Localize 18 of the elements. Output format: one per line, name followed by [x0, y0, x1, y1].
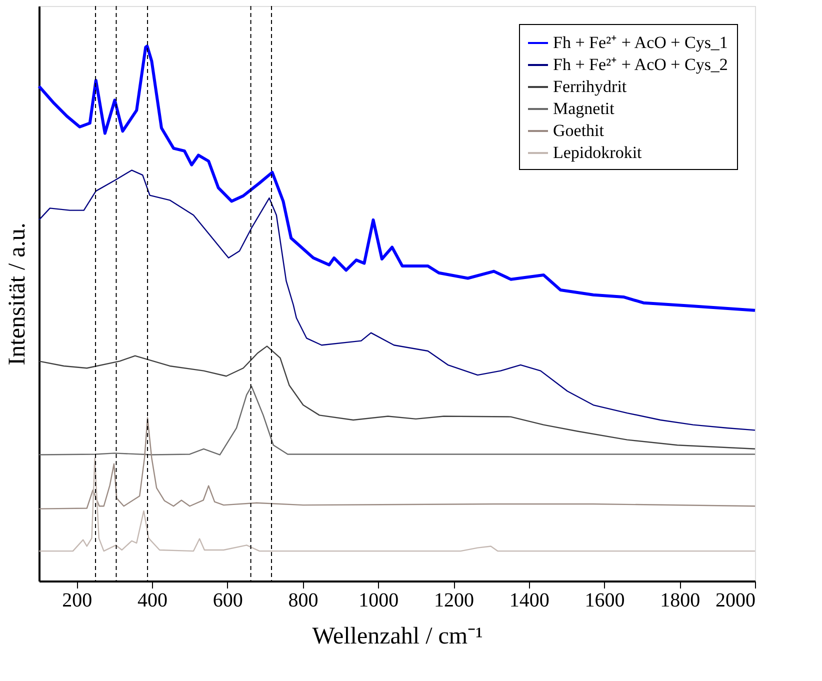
legend-label: Lepidokrokit: [553, 143, 642, 162]
legend-label: Fh + Fe²⁺ + AcO + Cys_2: [553, 55, 728, 74]
x-tick-label: 600: [212, 590, 243, 612]
legend-label: Fh + Fe²⁺ + AcO + Cys_1: [553, 33, 728, 52]
y-axis-title: Intensität / a.u.: [4, 222, 30, 366]
x-tick-label: 2000: [716, 590, 756, 612]
legend-label: Magnetit: [553, 99, 615, 118]
x-tick-label: 1200: [434, 590, 474, 612]
x-tick-label: 1600: [584, 590, 625, 612]
x-axis-title: Wellenzahl / cm⁻¹: [312, 624, 483, 650]
x-tick-label: 800: [288, 590, 318, 612]
x-tick-label: 1000: [358, 590, 399, 612]
legend-label: Goethit: [553, 121, 604, 140]
x-tick-label: 200: [62, 590, 92, 612]
x-tick-label: 1400: [509, 590, 550, 612]
x-tick-label: 400: [138, 590, 168, 612]
x-tick-label: 1800: [660, 590, 700, 612]
legend-label: Ferrihydrit: [553, 77, 627, 96]
